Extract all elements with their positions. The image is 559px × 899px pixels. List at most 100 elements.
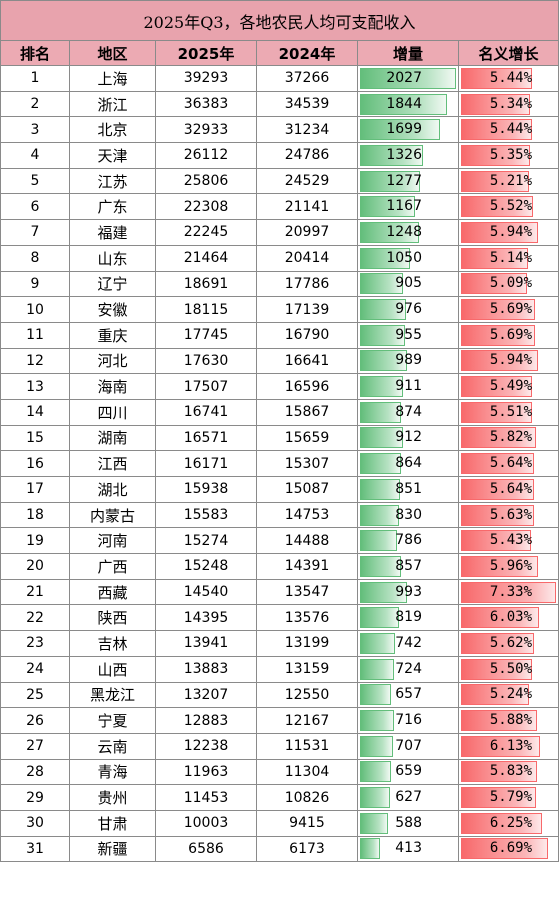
region-cell: 甘肃 — [69, 809, 156, 837]
income-2024-cell: 15659 — [256, 424, 358, 452]
growth-cell: 5.51% — [457, 398, 559, 426]
growth-cell: 5.62% — [457, 630, 559, 657]
region-cell: 吉林 — [69, 630, 156, 657]
increase-data-bar — [360, 761, 392, 783]
growth-data-bar — [461, 67, 532, 89]
income-2024-cell: 34539 — [256, 90, 358, 118]
income-2024-cell: 24529 — [256, 167, 358, 195]
increase-cell: 716 — [357, 707, 459, 734]
increase-cell: 976 — [357, 296, 459, 323]
rank-cell: 11 — [0, 321, 70, 349]
table-row: 28 青海 11963 11304 659 5.83% — [0, 758, 559, 786]
growth-cell: 5.79% — [457, 784, 559, 811]
increase-cell: 1326 — [357, 142, 459, 169]
growth-data-bar — [461, 530, 532, 552]
region-cell: 山西 — [69, 655, 156, 683]
growth-data-bar — [461, 376, 533, 398]
income-2025-cell: 18691 — [155, 270, 257, 298]
region-cell: 上海 — [69, 65, 156, 92]
income-2025-cell: 11453 — [155, 784, 257, 811]
increase-cell: 659 — [357, 758, 459, 786]
increase-cell: 588 — [357, 809, 459, 837]
table-row: 22 陕西 14395 13576 819 6.03% — [0, 604, 559, 632]
region-cell: 福建 — [69, 219, 156, 246]
growth-data-bar — [461, 684, 529, 706]
income-2024-cell: 6173 — [256, 835, 358, 863]
income-2025-cell: 15583 — [155, 501, 257, 529]
income-2025-cell: 13941 — [155, 630, 257, 657]
increase-cell: 989 — [357, 347, 459, 375]
growth-data-bar — [461, 119, 532, 141]
rank-cell: 9 — [0, 270, 70, 298]
growth-cell: 5.69% — [457, 296, 559, 323]
increase-value: 724 — [395, 660, 422, 677]
income-2025-cell: 14395 — [155, 604, 257, 632]
growth-data-bar — [461, 144, 531, 166]
income-table: 2025年Q3，各地农民人均可支配收入 排名 地区 2025年 2024年 增量… — [0, 0, 559, 863]
region-cell: 重庆 — [69, 321, 156, 349]
increase-value: 659 — [395, 763, 422, 780]
growth-value: 6.03% — [489, 609, 533, 626]
increase-cell: 851 — [357, 476, 459, 503]
increase-value: 786 — [395, 532, 422, 549]
growth-value: 5.63% — [489, 506, 533, 523]
increase-cell: 786 — [357, 527, 459, 555]
increase-data-bar — [360, 119, 441, 141]
growth-cell: 5.44% — [457, 116, 559, 144]
growth-value: 6.69% — [489, 840, 533, 857]
growth-data-bar — [461, 350, 538, 372]
income-2024-cell: 14753 — [256, 501, 358, 529]
increase-data-bar — [360, 735, 394, 757]
table-row: 12 河北 17630 16641 989 5.94% — [0, 347, 559, 375]
rank-cell: 23 — [0, 630, 70, 657]
growth-data-bar — [461, 196, 533, 218]
rank-cell: 12 — [0, 347, 70, 375]
header-2024: 2024年 — [256, 40, 358, 66]
growth-value: 5.44% — [489, 69, 533, 86]
rank-cell: 22 — [0, 604, 70, 632]
header-region: 地区 — [69, 40, 156, 66]
region-cell: 浙江 — [69, 90, 156, 118]
growth-value: 5.51% — [489, 403, 533, 420]
increase-data-bar — [360, 196, 416, 218]
growth-value: 7.33% — [489, 583, 533, 600]
income-2024-cell: 21141 — [256, 193, 358, 221]
increase-cell: 1248 — [357, 219, 459, 246]
region-cell: 云南 — [69, 732, 156, 760]
growth-value: 5.96% — [489, 557, 533, 574]
increase-value: 874 — [395, 403, 422, 420]
region-cell: 海南 — [69, 373, 156, 400]
increase-cell: 1277 — [357, 167, 459, 195]
table-row: 17 湖北 15938 15087 851 5.64% — [0, 476, 559, 503]
increase-data-bar — [360, 376, 404, 398]
income-2024-cell: 16790 — [256, 321, 358, 349]
growth-cell: 5.82% — [457, 424, 559, 452]
table-row: 11 重庆 17745 16790 955 5.69% — [0, 321, 559, 349]
growth-cell: 5.64% — [457, 476, 559, 503]
table-row: 29 贵州 11453 10826 627 5.79% — [0, 784, 559, 811]
growth-value: 5.52% — [489, 198, 533, 215]
increase-value: 905 — [395, 275, 422, 292]
growth-data-bar — [461, 632, 534, 654]
region-cell: 广东 — [69, 193, 156, 221]
growth-cell: 6.69% — [457, 835, 559, 863]
increase-data-bar — [360, 504, 400, 526]
income-2025-cell: 26112 — [155, 142, 257, 169]
growth-cell: 5.63% — [457, 501, 559, 529]
rank-cell: 10 — [0, 296, 70, 323]
region-cell: 江苏 — [69, 167, 156, 195]
region-cell: 北京 — [69, 116, 156, 144]
growth-cell: 5.44% — [457, 65, 559, 92]
region-cell: 安徽 — [69, 296, 156, 323]
increase-data-bar — [360, 67, 456, 89]
income-2025-cell: 21464 — [155, 244, 257, 272]
increase-value: 716 — [395, 712, 422, 729]
growth-value: 5.94% — [489, 223, 533, 240]
increase-cell: 742 — [357, 630, 459, 657]
table-row: 31 新疆 6586 6173 413 6.69% — [0, 835, 559, 863]
region-cell: 天津 — [69, 142, 156, 169]
income-2024-cell: 13547 — [256, 578, 358, 606]
growth-value: 5.94% — [489, 352, 533, 369]
growth-value: 5.64% — [489, 455, 533, 472]
increase-data-bar — [360, 530, 398, 552]
